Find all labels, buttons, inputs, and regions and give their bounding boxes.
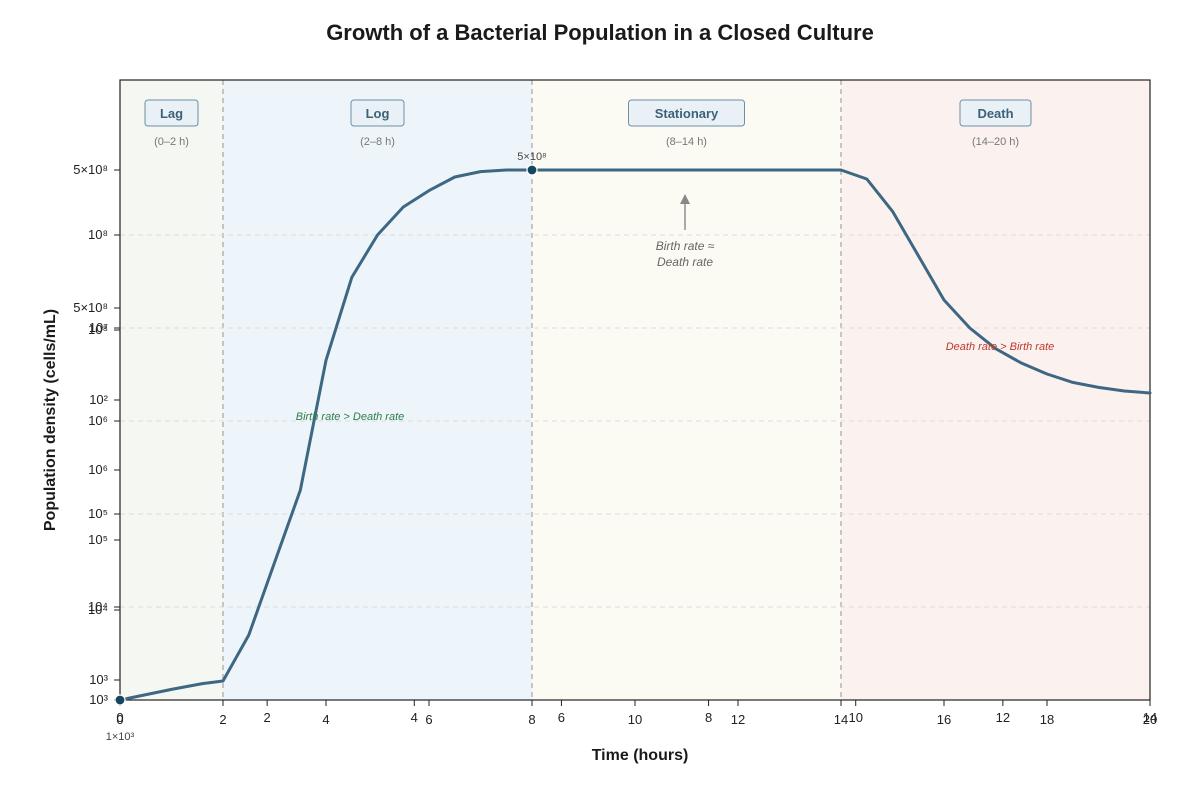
stationary-arrow-head (680, 194, 690, 204)
y-axis-title: Population density (cells/mL) (42, 309, 59, 531)
phase-label-box (144, 99, 199, 127)
phase-range-lag: (0–2 h) (154, 136, 189, 148)
y-tick-label: 10⁴ (88, 602, 108, 617)
highlight-point (526, 164, 538, 176)
phase-label-stationary: Stationary (655, 106, 719, 121)
stationary-note-line2: Death rate (657, 255, 713, 269)
phase-band-log (223, 80, 532, 700)
y-tick-label: 10³ (89, 672, 108, 687)
x-tick-label: 20 (1143, 712, 1157, 727)
y-tick-label: 10⁵ (88, 506, 108, 521)
phase-label-box (959, 99, 1032, 127)
phase-range-stationary: (8–14 h) (666, 136, 707, 148)
phase-range-death: (14–20 h) (972, 136, 1019, 148)
y-tick-label: 10⁶ (88, 413, 108, 428)
x-axis-title: Time (hours) (592, 747, 689, 764)
x-tick-label: 4 (411, 710, 418, 725)
y-tick-label: 10³ (89, 692, 108, 707)
x-tick-label: 8 (705, 710, 712, 725)
x-tick-label: 0 (116, 710, 123, 725)
y-tick-label: 5×10⁸ (73, 300, 108, 315)
log-phase-note: Birth rate > Death rate (296, 411, 405, 423)
phase-label-box (350, 99, 405, 127)
phase-label-box (628, 99, 745, 127)
x-tick-label: 14 (834, 712, 848, 727)
phase-label-log: Log (366, 106, 390, 121)
phase-band-death (841, 80, 1150, 700)
x-tick-label: 10 (848, 710, 862, 725)
phase-range-log: (2–8 h) (360, 136, 395, 148)
y-tick-label: 10⁸ (88, 322, 108, 337)
phase-label-death: Death (977, 106, 1013, 121)
x-tick-label: 10 (628, 712, 642, 727)
phase-band-stationary (532, 80, 841, 700)
growth-curve-line (118, 168, 1152, 702)
x-tick-label: 18 (1040, 712, 1054, 727)
x-tick-label: 8 (528, 712, 535, 727)
x-tick-label: 6 (425, 712, 432, 727)
x-tick-label: 6 (558, 710, 565, 725)
phase-band-lag (120, 80, 223, 700)
stationary-note-line1: Birth rate ≈ (656, 239, 715, 253)
y-tick-label: 10⁴ (88, 599, 108, 614)
y-tick-label: 5×10⁸ (73, 162, 108, 177)
x-tick-label: 2 (219, 712, 226, 727)
x-tick-label: 0 (116, 712, 123, 727)
y-tick-label: 10⁶ (88, 462, 108, 477)
point-label: 5×10⁸ (517, 151, 546, 163)
x-tick-label: 2 (264, 710, 271, 725)
x-tick-label: 16 (937, 712, 951, 727)
x-tick-label: 12 (996, 710, 1010, 725)
death-phase-note: Death rate > Birth rate (946, 341, 1055, 353)
x-tick-label: 12 (731, 712, 745, 727)
point-label: 1×10³ (106, 731, 135, 743)
x-tick-label: 14 (1143, 710, 1157, 725)
x-tick-label: 4 (322, 712, 329, 727)
y-tick-label: 10⁵ (88, 532, 108, 547)
chart-title: Growth of a Bacterial Population in a Cl… (326, 20, 874, 45)
y-tick-label: 10⁸ (88, 227, 108, 242)
phase-label-lag: Lag (160, 106, 183, 121)
highlight-point (114, 694, 126, 706)
y-tick-label: 10⁷ (89, 320, 108, 335)
y-tick-label: 10² (89, 392, 108, 407)
